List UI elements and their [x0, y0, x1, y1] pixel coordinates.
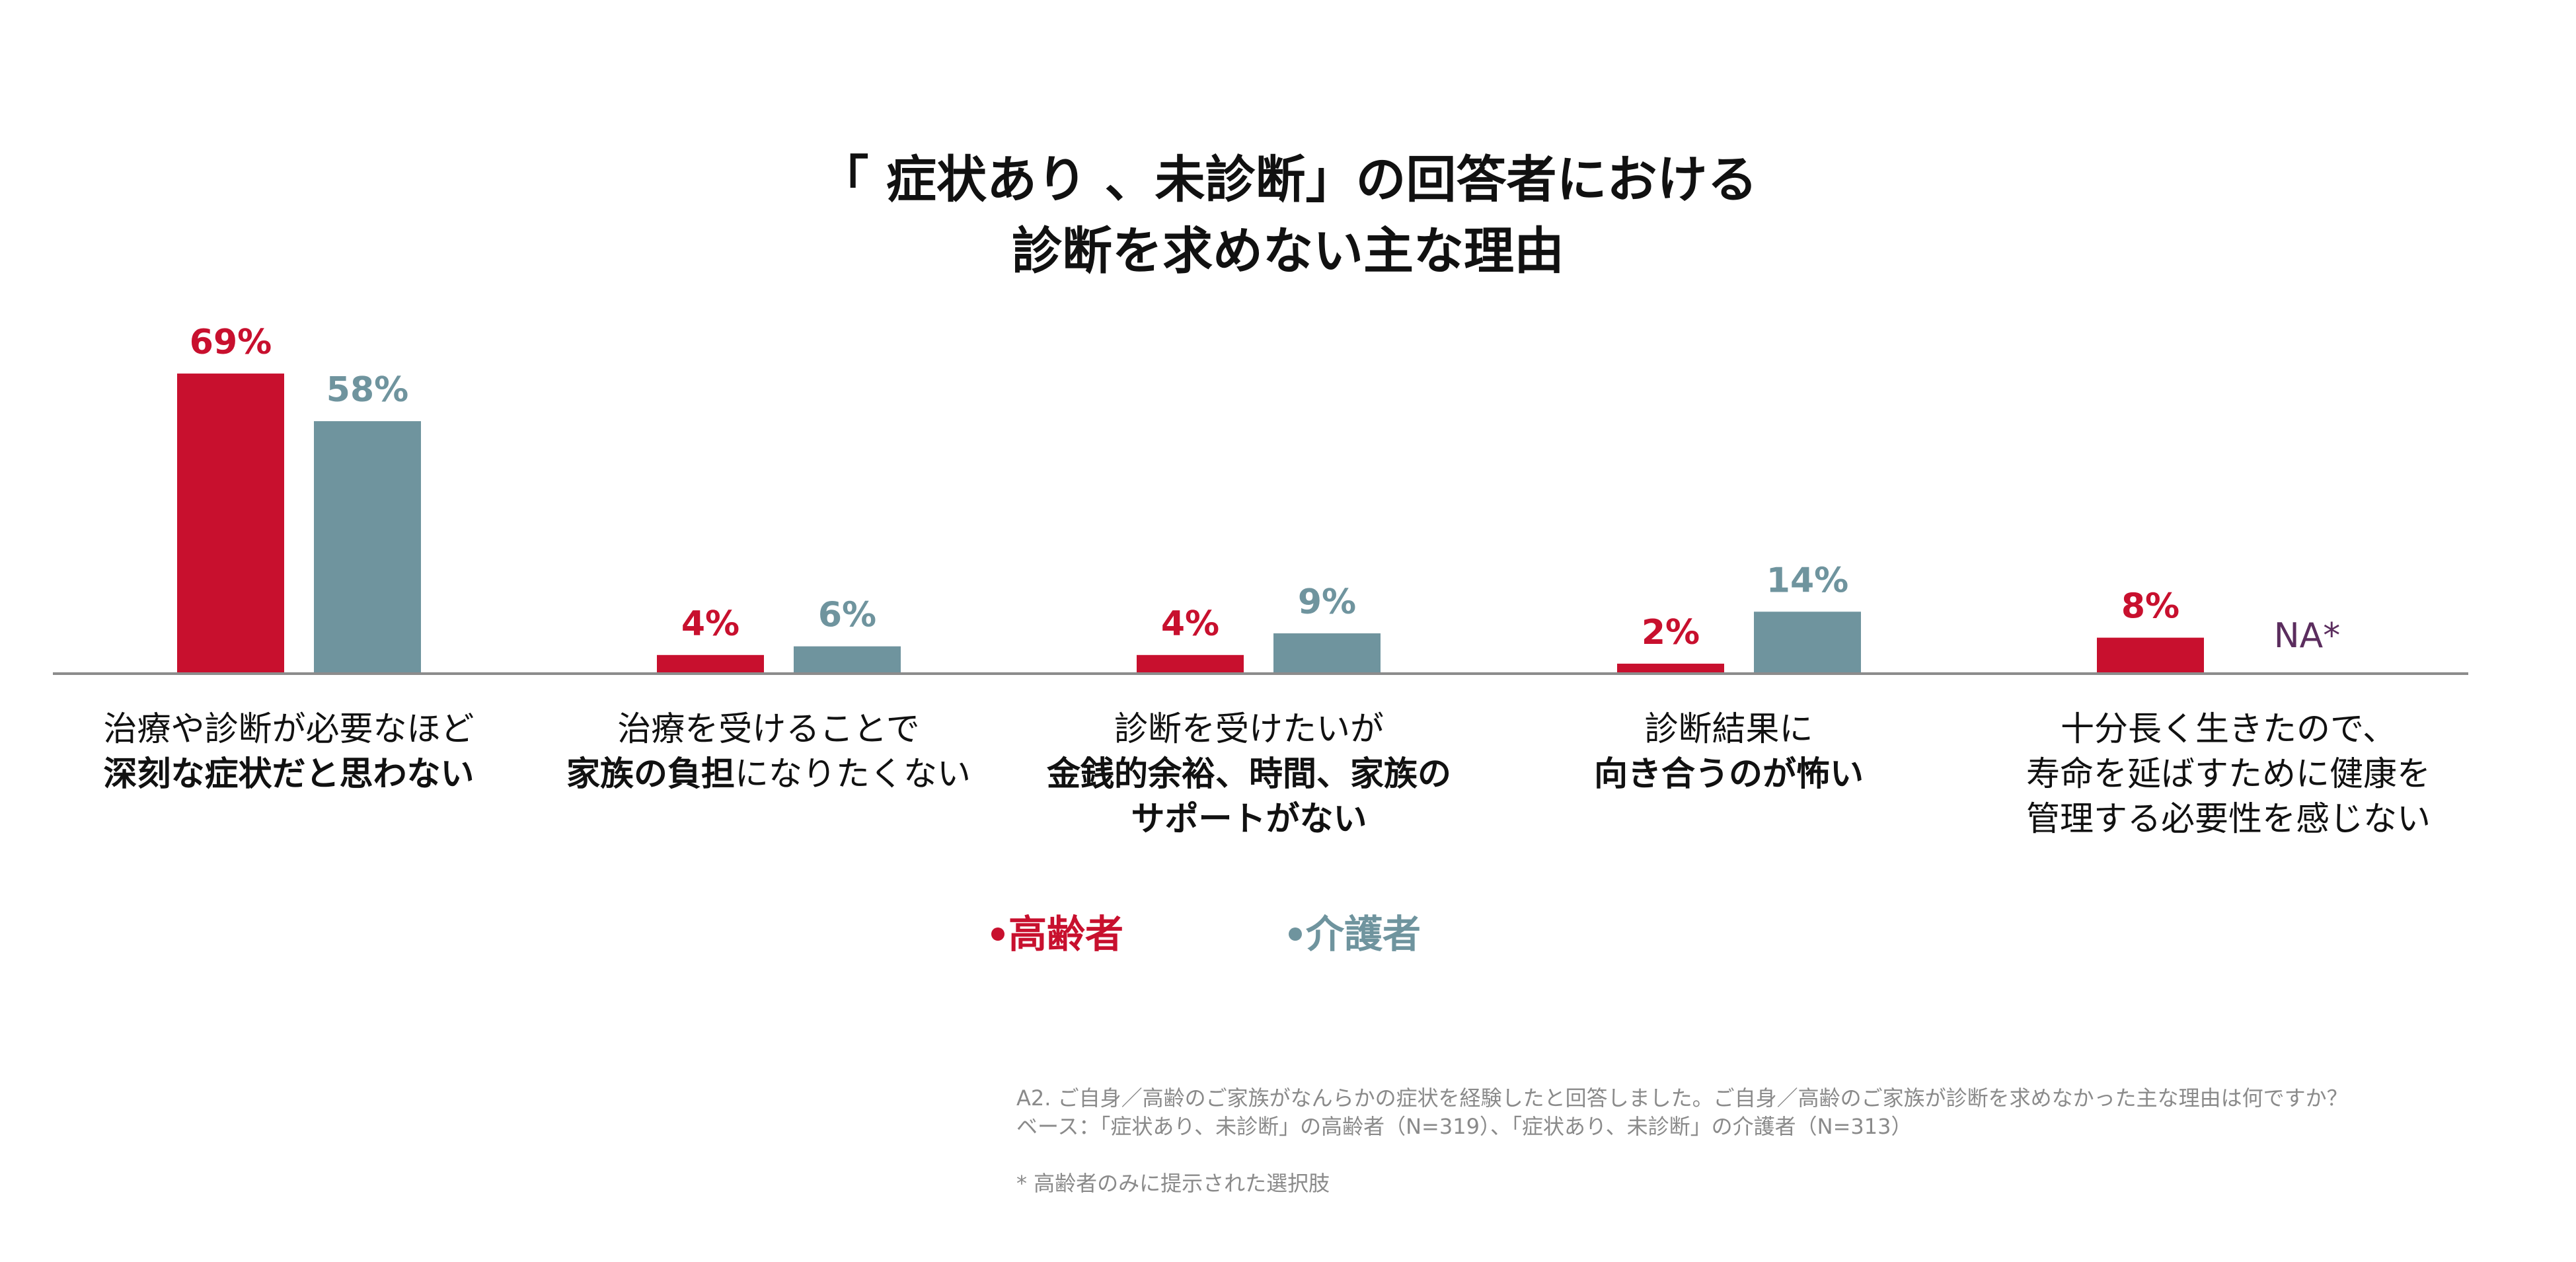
- bar-elderly: [1617, 663, 1724, 672]
- category-label-line: 十分長く生きたので、: [1977, 707, 2480, 752]
- category-label-line: 寿命を延ばすために健康を: [1977, 752, 2480, 797]
- legend-label-caregiver: 介護者: [1306, 912, 1421, 957]
- category-label-line: 診断を受けたいが: [998, 707, 1500, 752]
- data-label-caregiver: 14%: [1766, 561, 1848, 600]
- category-label-text: 十分長く生きたので、: [2061, 710, 2396, 749]
- category-label-text: 治療や診断が必要なほど: [103, 710, 474, 749]
- bar-caregiver: [794, 646, 901, 672]
- legend-dot-caregiver: [1289, 927, 1302, 941]
- legend-dot-elderly: [991, 927, 1004, 941]
- category-label-line: 管理する必要性を感じない: [1977, 797, 2480, 842]
- category-label-text: 家族の負担: [566, 755, 735, 794]
- category-label-line: 向き合うのが怖い: [1478, 752, 1980, 797]
- category-label: 十分長く生きたので、 寿命を延ばすために健康を 管理する必要性を感じない: [1977, 707, 2480, 842]
- category-label-text: 向き合うのが怖い: [1593, 755, 1864, 794]
- category-label-text: 金銭的余裕、時間、家族の: [1046, 755, 1451, 794]
- chart-title-line-2: 診断を求めない主な理由: [1012, 221, 1564, 280]
- category-label: 診断を受けたいが金銭的余裕、時間、家族の サポートがない: [998, 707, 1500, 842]
- bar-caregiver: [1273, 633, 1381, 672]
- data-label-elderly: 4%: [681, 604, 739, 644]
- bar-caregiver: [314, 421, 421, 672]
- category-label-line: 治療や診断が必要なほど: [38, 707, 540, 752]
- data-label-caregiver: 9%: [1298, 582, 1356, 622]
- footnotes: A2. ご自身／高齢のご家族がなんらかの症状を経験したと回答しました。ご自身／高…: [1016, 1084, 2348, 1198]
- bar-elderly: [657, 654, 764, 672]
- data-label-elderly: 4%: [1161, 604, 1219, 644]
- category-label-text: 管理する必要性を感じない: [2026, 800, 2431, 839]
- category-label-text: サポートがない: [1131, 800, 1367, 839]
- category-label-text: になりたくない: [735, 755, 971, 794]
- category-label: 治療や診断が必要なほど 深刻な症状だと思わない: [38, 707, 540, 797]
- category-label-text: 治療を受けることで: [617, 710, 920, 749]
- data-label-caregiver: 58%: [326, 370, 408, 410]
- category-label-text: 診断を受けたいが: [1114, 710, 1384, 749]
- legend-item-elderly: 高齢者: [991, 911, 1123, 957]
- bar-elderly: [1137, 654, 1244, 672]
- bar-elderly: [2097, 637, 2204, 672]
- category-label-line: 家族の負担になりたくない: [517, 752, 1020, 797]
- chart-title-line-1: 「 症状あり 、未診断」の回答者における: [818, 150, 1758, 209]
- data-label-caregiver: 6%: [818, 596, 876, 635]
- category-label-text: 診断結果に: [1644, 710, 1813, 749]
- category-label: 治療を受けることで 家族の負担になりたくない: [517, 707, 1020, 797]
- na-label: NA*: [2274, 616, 2340, 656]
- legend-item-caregiver: 介護者: [1289, 911, 1421, 957]
- category-label-line: 深刻な症状だと思わない: [38, 752, 540, 797]
- legend-label-elderly: 高齢者: [1008, 912, 1124, 957]
- category-label-line: 診断結果に: [1478, 707, 1980, 752]
- category-label-line: サポートがない: [998, 797, 1500, 842]
- data-label-elderly: 2%: [1642, 613, 1700, 652]
- base-note: ベース：「症状あり、未診断」の高齢者（N=319）、「症状あり、未診断」の介護者…: [1016, 1114, 1913, 1139]
- option-footnote: * 高齢者のみに提示された選択肢: [1016, 1171, 1330, 1196]
- category-label-line: 治療を受けることで: [517, 707, 1020, 752]
- question-note: A2. ご自身／高齢のご家族がなんらかの症状を経験したと回答しました。ご自身／高…: [1016, 1085, 2348, 1111]
- category-label-text: 寿命を延ばすために健康を: [2026, 755, 2431, 794]
- bar-caregiver: [1754, 611, 1861, 672]
- category-label-text: 深刻な症状だと思わない: [103, 755, 474, 794]
- category-label-line: 金銭的余裕、時間、家族の: [998, 752, 1500, 797]
- category-label: 診断結果に向き合うのが怖い: [1478, 707, 1980, 797]
- data-label-elderly: 8%: [2121, 587, 2179, 627]
- data-label-elderly: 69%: [190, 323, 272, 362]
- bar-elderly: [177, 374, 284, 672]
